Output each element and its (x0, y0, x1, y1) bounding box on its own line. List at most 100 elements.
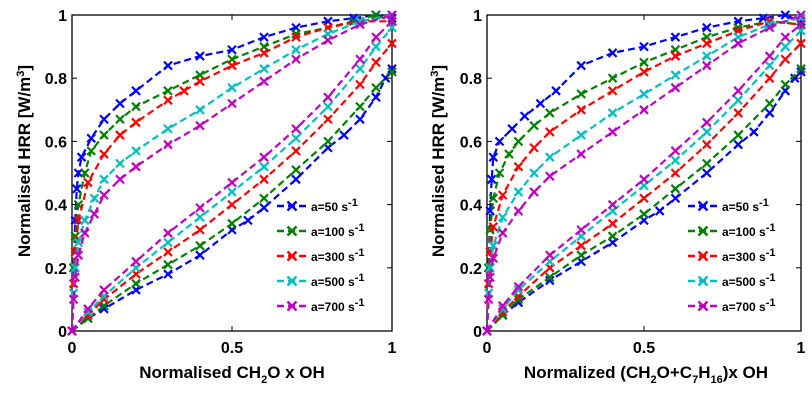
data-point-marker (733, 38, 743, 49)
data-point-marker (195, 51, 205, 61)
y-axis-label-text: ] (15, 65, 34, 71)
data-point-marker (323, 92, 333, 102)
data-point-marker (607, 231, 618, 241)
legend: a=50 s-1a=100 s-1a=300 s-1a=500 s-1a=700… (688, 197, 776, 314)
data-point-marker (355, 19, 365, 30)
chart-panel-1: 0 0.5 100.20.40.60.81a=50 s-1a=100 s-1a=30… (15, 8, 397, 386)
data-point-marker (545, 171, 555, 181)
data-point-marker (76, 152, 87, 162)
data-point-marker (545, 108, 555, 118)
data-point-marker (99, 174, 109, 185)
legend-label-exponent: -1 (766, 247, 776, 259)
legend-marker (286, 275, 298, 287)
legend-marker (697, 200, 709, 212)
data-point-marker (195, 120, 205, 131)
x-tick-label: 1 (388, 340, 397, 357)
data-point-marker (764, 60, 775, 71)
data-point-marker (796, 38, 806, 49)
data-point-marker (99, 130, 109, 140)
data-point-marker (387, 67, 397, 77)
y-tick-label: 0.4 (45, 198, 67, 215)
data-point-marker (702, 117, 712, 128)
data-point-marker (796, 19, 806, 30)
data-point-marker (497, 190, 508, 200)
series-group (67, 10, 397, 336)
data-point-marker (702, 168, 712, 178)
data-point-marker (115, 174, 125, 185)
legend-label: a=500 s-1 (311, 272, 365, 289)
data-point-marker (163, 269, 173, 279)
legend-marker (286, 250, 298, 262)
data-point-marker (488, 253, 499, 264)
legend-label: a=700 s-1 (311, 297, 365, 314)
data-point-marker (639, 67, 649, 77)
y-tick-label: 1 (473, 8, 482, 25)
data-point-marker (607, 86, 618, 96)
data-point-marker (545, 127, 555, 137)
data-point-marker (529, 187, 539, 197)
series-group (482, 10, 806, 336)
data-point-marker (83, 304, 93, 314)
data-point-marker (639, 209, 649, 219)
data-point-marker (504, 149, 514, 159)
data-point-marker (576, 105, 586, 115)
data-point-marker (494, 168, 505, 178)
data-point-marker (576, 225, 586, 235)
legend-label-exponent: -1 (766, 222, 776, 234)
data-point-marker (639, 193, 649, 204)
data-point-marker (387, 16, 397, 27)
x-axis-label: Normalised CH2O x OH (139, 363, 325, 386)
legend-label-text: a=50 s (722, 200, 759, 214)
data-point-marker (371, 32, 381, 42)
data-point-marker (339, 130, 349, 140)
data-point-marker (576, 60, 586, 71)
data-point-marker (607, 48, 618, 58)
x-axis-label-subscript: 2 (261, 374, 267, 386)
legend-label: a=500 s-1 (722, 272, 776, 289)
data-point-marker (163, 237, 173, 248)
data-point-marker (576, 149, 586, 159)
data-point-marker (670, 168, 681, 178)
series-a-300-s (482, 16, 806, 336)
data-point-marker (291, 146, 301, 156)
data-point-marker (519, 111, 530, 121)
data-point-marker (702, 38, 712, 49)
data-point-marker (639, 89, 649, 99)
data-point-marker (535, 98, 546, 109)
data-point-marker (163, 139, 173, 150)
data-point-marker (115, 114, 125, 125)
data-point-marker (733, 108, 743, 118)
data-point-marker (89, 193, 100, 204)
data-point-marker (80, 215, 90, 226)
data-point-marker (70, 231, 80, 241)
y-tick-label: 0.8 (460, 71, 482, 88)
y-tick-label: 0.2 (45, 261, 67, 278)
x-tick-label: 0 (483, 340, 492, 357)
data-point-marker (513, 136, 524, 147)
data-point-marker (733, 130, 743, 140)
data-point-marker (670, 82, 681, 93)
data-point-marker (387, 63, 397, 74)
data-point-marker (259, 161, 269, 172)
plot-area (486, 14, 802, 332)
x-tick-label: 0.5 (221, 340, 243, 357)
legend-label-exponent: -1 (355, 272, 365, 284)
data-point-marker (115, 158, 125, 169)
data-point-marker (780, 79, 791, 90)
data-point-marker (497, 300, 508, 311)
data-point-marker (68, 294, 79, 305)
data-point-marker (163, 60, 173, 71)
data-point-marker (749, 127, 759, 137)
data-point-marker (80, 168, 90, 178)
legend-label-exponent: -1 (348, 197, 358, 209)
x-axis-label-text: Normalised CH (139, 363, 261, 382)
x-axis-label-text: O x OH (267, 363, 325, 382)
data-point-marker (195, 240, 205, 251)
data-point-marker (576, 250, 586, 260)
data-point-marker (163, 259, 173, 270)
series-a-700-s (482, 10, 806, 336)
data-point-marker (513, 281, 524, 292)
data-point-marker (131, 101, 141, 112)
x-axis-label-text: Normalized (CH (524, 363, 651, 382)
y-axis-label: Normalised HRR [W/m3] (429, 65, 448, 257)
